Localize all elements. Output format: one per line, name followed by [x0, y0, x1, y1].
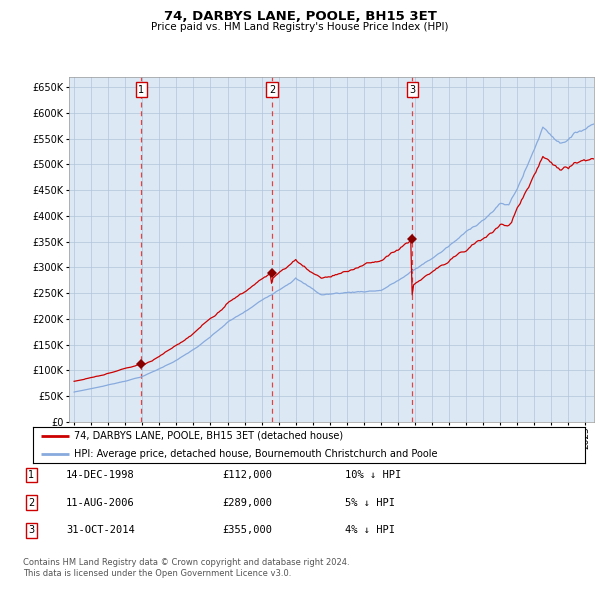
Text: 2: 2 [28, 498, 34, 507]
Text: 1: 1 [139, 84, 145, 94]
Text: 3: 3 [28, 526, 34, 535]
Text: £112,000: £112,000 [222, 470, 272, 480]
Text: 5% ↓ HPI: 5% ↓ HPI [345, 498, 395, 507]
Text: £289,000: £289,000 [222, 498, 272, 507]
Text: 2: 2 [269, 84, 275, 94]
Text: Contains HM Land Registry data © Crown copyright and database right 2024.
This d: Contains HM Land Registry data © Crown c… [23, 558, 349, 578]
Text: 74, DARBYS LANE, POOLE, BH15 3ET: 74, DARBYS LANE, POOLE, BH15 3ET [164, 10, 436, 23]
Text: 14-DEC-1998: 14-DEC-1998 [66, 470, 135, 480]
Text: 4% ↓ HPI: 4% ↓ HPI [345, 526, 395, 535]
Text: 10% ↓ HPI: 10% ↓ HPI [345, 470, 401, 480]
Text: 1: 1 [28, 470, 34, 480]
Text: £355,000: £355,000 [222, 526, 272, 535]
Text: Price paid vs. HM Land Registry's House Price Index (HPI): Price paid vs. HM Land Registry's House … [151, 22, 449, 32]
Text: 74, DARBYS LANE, POOLE, BH15 3ET (detached house): 74, DARBYS LANE, POOLE, BH15 3ET (detach… [74, 431, 344, 441]
Text: 31-OCT-2014: 31-OCT-2014 [66, 526, 135, 535]
Text: 3: 3 [409, 84, 415, 94]
Text: 11-AUG-2006: 11-AUG-2006 [66, 498, 135, 507]
Text: HPI: Average price, detached house, Bournemouth Christchurch and Poole: HPI: Average price, detached house, Bour… [74, 449, 438, 459]
